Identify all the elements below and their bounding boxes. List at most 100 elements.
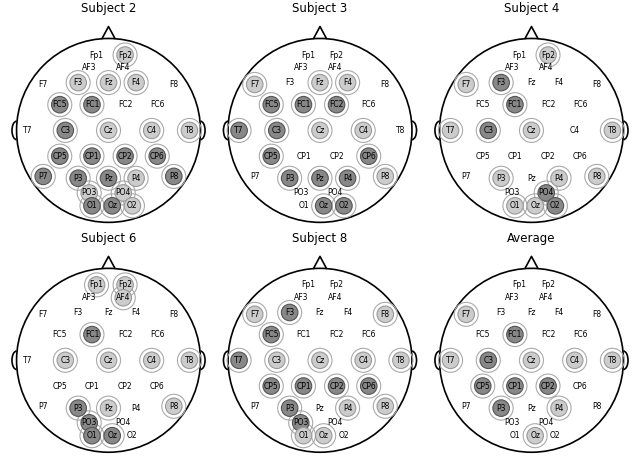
Circle shape (70, 400, 86, 416)
Text: CP1: CP1 (296, 152, 311, 160)
Text: FC5: FC5 (476, 330, 490, 339)
Text: F7: F7 (250, 310, 259, 319)
Text: C3: C3 (60, 356, 70, 365)
Text: AF4: AF4 (328, 63, 342, 72)
Text: O2: O2 (339, 202, 349, 211)
Text: AF3: AF3 (82, 293, 97, 302)
Text: FC1: FC1 (296, 330, 310, 339)
Text: Fp1: Fp1 (301, 51, 315, 59)
Circle shape (392, 352, 409, 369)
Text: FC5: FC5 (52, 330, 67, 339)
Text: P3: P3 (285, 404, 294, 413)
Circle shape (377, 398, 394, 414)
Text: AF3: AF3 (294, 63, 308, 72)
Circle shape (143, 122, 160, 139)
Text: P7: P7 (38, 402, 48, 411)
Text: P4: P4 (343, 174, 353, 183)
Circle shape (88, 277, 105, 293)
Text: O1: O1 (298, 202, 308, 211)
Circle shape (442, 122, 459, 139)
Circle shape (524, 122, 540, 139)
Circle shape (507, 198, 524, 214)
Text: F7: F7 (461, 310, 471, 319)
Text: AF3: AF3 (505, 63, 520, 72)
Text: Fp2: Fp2 (541, 51, 555, 59)
Text: Fp1: Fp1 (90, 280, 104, 289)
Text: PO3: PO3 (293, 188, 308, 197)
Text: CP5: CP5 (264, 152, 278, 160)
Text: PO4: PO4 (327, 188, 342, 197)
Text: C3: C3 (272, 356, 282, 365)
Text: CP2: CP2 (541, 381, 556, 390)
Text: CP1: CP1 (84, 152, 99, 160)
Text: T7: T7 (446, 356, 455, 365)
Text: CP6: CP6 (362, 381, 376, 390)
Title: Subject 2: Subject 2 (81, 2, 136, 16)
Title: Subject 6: Subject 6 (81, 232, 136, 245)
Text: F8: F8 (169, 310, 179, 319)
Circle shape (316, 198, 332, 214)
Circle shape (269, 352, 285, 369)
Text: T7: T7 (23, 126, 33, 135)
Circle shape (231, 122, 248, 139)
Text: P8: P8 (592, 402, 602, 411)
Circle shape (507, 378, 524, 394)
Text: F8: F8 (169, 80, 179, 89)
Text: T8: T8 (396, 126, 406, 135)
Text: PO3: PO3 (504, 418, 520, 427)
Text: Fz: Fz (316, 78, 324, 87)
Circle shape (269, 122, 285, 139)
Circle shape (143, 352, 160, 369)
Circle shape (295, 428, 312, 444)
Text: F3: F3 (497, 78, 506, 87)
Text: CP5: CP5 (264, 381, 278, 390)
Text: T7: T7 (234, 356, 244, 365)
Text: Pz: Pz (104, 174, 113, 183)
Text: C3: C3 (60, 126, 70, 135)
Circle shape (328, 96, 345, 113)
Text: F8: F8 (381, 310, 390, 319)
Text: F3: F3 (497, 308, 506, 317)
Text: P8: P8 (381, 172, 390, 181)
Circle shape (35, 168, 51, 185)
Text: Pz: Pz (104, 404, 113, 413)
Circle shape (166, 398, 182, 414)
Circle shape (493, 74, 509, 91)
Text: O1: O1 (298, 431, 308, 440)
Title: Average: Average (508, 232, 556, 245)
Text: F8: F8 (592, 80, 602, 89)
Text: F3: F3 (285, 78, 294, 87)
Circle shape (551, 170, 567, 186)
Circle shape (149, 148, 166, 164)
Circle shape (246, 306, 263, 322)
Text: Oz: Oz (107, 431, 117, 440)
Text: CP6: CP6 (362, 152, 376, 160)
Text: O2: O2 (127, 202, 138, 211)
Circle shape (360, 148, 377, 164)
Circle shape (104, 428, 120, 444)
Text: C4: C4 (358, 126, 368, 135)
Circle shape (81, 185, 97, 201)
Circle shape (81, 414, 97, 431)
Circle shape (100, 400, 116, 416)
Text: C4: C4 (147, 356, 157, 365)
Circle shape (51, 148, 68, 164)
Circle shape (335, 198, 352, 214)
Circle shape (507, 326, 524, 343)
Text: T8: T8 (608, 126, 617, 135)
Text: CP1: CP1 (508, 381, 522, 390)
Circle shape (115, 289, 131, 306)
Text: Pz: Pz (527, 404, 536, 413)
Text: Fp2: Fp2 (330, 51, 344, 59)
Text: PO4: PO4 (538, 188, 554, 197)
Text: Cz: Cz (316, 126, 324, 135)
Circle shape (100, 122, 116, 139)
Text: F4: F4 (343, 308, 352, 317)
Text: CP6: CP6 (573, 381, 588, 390)
Text: AF4: AF4 (116, 63, 131, 72)
Text: CP1: CP1 (84, 381, 99, 390)
Text: Oz: Oz (319, 202, 329, 211)
Text: CP5: CP5 (52, 381, 67, 390)
Text: FC1: FC1 (296, 100, 310, 109)
Text: Fp1: Fp1 (513, 280, 527, 289)
